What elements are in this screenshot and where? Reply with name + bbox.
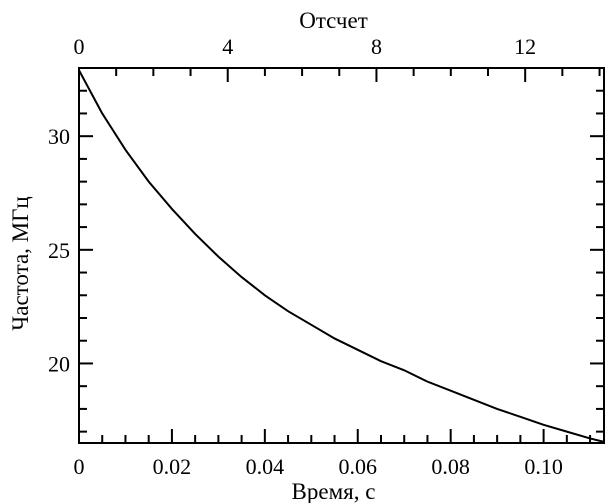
y-tick-label: 30 (48, 124, 70, 149)
y-tick-label: 20 (48, 351, 70, 376)
x-tick-label: 0.02 (153, 454, 192, 479)
tick-labels-layer: 0 0.02 0.04 0.06 0.08 0.10 0 4 8 12 20 25 30 (48, 34, 563, 479)
x-tick-label: 0.10 (524, 454, 563, 479)
top-tick-label: 0 (74, 34, 85, 59)
x-tick-label: 0.08 (431, 454, 470, 479)
y-axis-label: Частота, МГц (8, 196, 33, 330)
ticks-layer (78, 67, 604, 443)
x-tick-label: 0.06 (339, 454, 378, 479)
x-tick-label: 0 (74, 454, 85, 479)
x-axis-label: Время, с (292, 479, 376, 503)
top-tick-label: 12 (514, 34, 536, 59)
frequency-curve (78, 69, 605, 443)
y-tick-label: 25 (48, 238, 70, 263)
plot-frame (78, 67, 605, 444)
top-tick-label: 8 (371, 34, 382, 59)
x-tick-label: 0.04 (246, 454, 285, 479)
top-axis-label: Отсчет (299, 8, 368, 33)
top-tick-label: 4 (222, 34, 233, 59)
